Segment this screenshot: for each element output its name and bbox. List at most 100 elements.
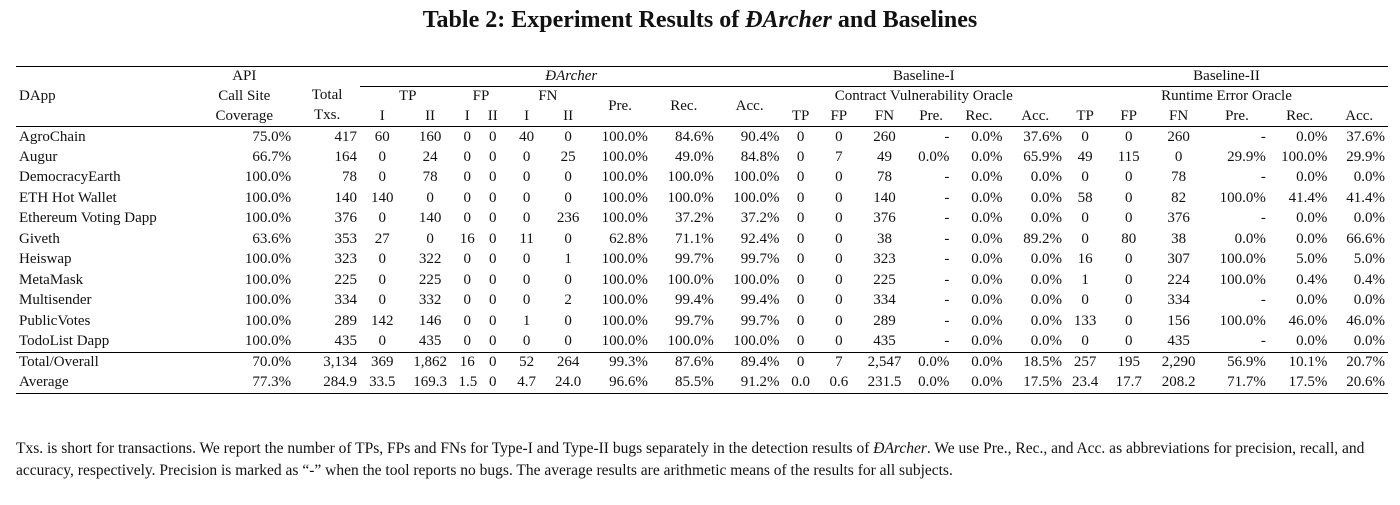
cell-api-coverage: 100.0% <box>244 292 292 309</box>
cell-dapp: ETH Hot Wallet <box>19 189 117 206</box>
header-b2-fp: FP <box>1120 107 1138 124</box>
header-dapp: DApp <box>16 66 195 127</box>
cell-darcher-fn-2: 0 <box>546 126 590 147</box>
cell-darcher-fp-1: 0 <box>463 333 471 349</box>
cell-b1-pre: 0.0% <box>909 372 953 394</box>
cell-b2-fp: 0 <box>1124 292 1133 309</box>
cell-b1-pre: - <box>944 292 950 309</box>
cell-b2-fn: 260 <box>1152 126 1206 147</box>
cell-darcher-pre: 100.0% <box>601 333 648 349</box>
cell-b2-acc: 20.7% <box>1330 351 1388 373</box>
header-tp-type2: II <box>425 107 436 124</box>
cell-api-coverage: 100.0% <box>244 271 292 288</box>
header-b2-acc: Acc. <box>1345 107 1374 124</box>
cell-total-txs: 225 <box>334 271 358 288</box>
cell-darcher-pre: 100.0% <box>601 312 648 329</box>
header-b1-rec: Rec. <box>965 107 993 124</box>
cell-b1-fn: 334 <box>873 292 896 309</box>
cell-b1-acc: 0.0% <box>1030 251 1062 268</box>
cell-b1-fp: 0 <box>835 333 843 349</box>
cell-darcher-fp-2: 0 <box>488 271 497 288</box>
table-header: DApp API ĐArcher Baseline-I Baseline-II … <box>16 66 1388 127</box>
cell-darcher-acc: 92.4% <box>740 230 780 247</box>
cell-total-txs: 376 <box>334 210 358 227</box>
cell-darcher-fp-2: 0 <box>478 126 507 147</box>
header-b1-tp: TP <box>791 107 810 124</box>
cell-darcher-rec: 100.0% <box>667 333 714 349</box>
cell-darcher-fn-2: 236 <box>556 210 580 227</box>
table-row: Ethereum Voting Dapp 100.0% 376 0 140 0 0 0 236 1… <box>16 209 1388 230</box>
cell-dapp: Heiswap <box>19 251 72 268</box>
cell-darcher-fn-1: 0 <box>522 189 531 206</box>
cell-b1-tp: 0 <box>796 251 805 268</box>
cell-b2-pre: 100.0% <box>1219 312 1266 329</box>
table-row: PublicVotes 100.0% 289 142 146 0 0 1 0 100.0% 99.7… <box>16 311 1388 332</box>
table-caption: Table 2: Experiment Results of ĐArcher a… <box>0 4 1400 36</box>
cell-b1-rec: 0.0% <box>952 351 1006 373</box>
header-fn-type1: I <box>524 107 530 124</box>
table-row: Giveth 63.6% 353 27 0 16 0 11 0 62.8% 71.1% 92.4% 0 0… <box>16 229 1388 250</box>
cell-b1-tp: 0 <box>782 351 819 373</box>
cell-darcher-fp-1: 16 <box>455 351 479 373</box>
cell-total-txs: 78 <box>342 169 357 186</box>
cell-b2-acc: 0.0% <box>1353 169 1385 186</box>
header-darcher-rec: Rec. <box>650 86 717 127</box>
cell-b1-tp: 0 <box>796 148 805 165</box>
cell-total-txs: 140 <box>334 189 358 206</box>
cell-b2-fp: 0 <box>1124 333 1133 349</box>
cell-b2-pre: 29.9% <box>1227 148 1266 165</box>
header-darcher-acc: Acc. <box>716 86 783 127</box>
cell-b2-fn: 78 <box>1171 169 1187 186</box>
cell-b1-pre: - <box>944 210 950 227</box>
cell-api-coverage: 100.0% <box>244 189 292 206</box>
cell-b2-tp: 0 <box>1081 169 1089 186</box>
cell-darcher-fp-2: 0 <box>488 169 497 186</box>
header-group-baseline2: Baseline-II <box>1193 68 1260 84</box>
cell-darcher-tp-2: 225 <box>418 271 442 288</box>
cell-total-txs: 417 <box>294 126 360 147</box>
cell-darcher-rec: 100.0% <box>667 169 714 186</box>
cell-darcher-rec: 99.7% <box>674 251 714 268</box>
cell-darcher-fn-1: 40 <box>506 126 547 147</box>
cell-darcher-tp-1: 142 <box>371 312 394 329</box>
cell-darcher-tp-1: 0 <box>378 271 387 288</box>
cell-darcher-rec: 85.5% <box>650 372 717 394</box>
cell-api-coverage: 77.3% <box>194 372 295 394</box>
cell-darcher-pre: 99.3% <box>589 351 651 373</box>
cell-darcher-tp-2: 435 <box>418 333 442 349</box>
cell-b1-fp: 7 <box>835 148 843 165</box>
header-darcher-fp: FP <box>455 86 507 107</box>
cell-b2-tp: 0 <box>1081 333 1089 349</box>
cell-b1-rec: 0.0% <box>952 126 1006 147</box>
cell-b2-rec: 5.0% <box>1296 251 1328 268</box>
cell-darcher-fp-1: 0 <box>463 292 471 309</box>
cell-darcher-tp-2: 322 <box>418 251 442 268</box>
cell-darcher-tp-2: 78 <box>422 169 438 186</box>
cell-total-txs: 435 <box>334 333 358 349</box>
cell-total-txs: 323 <box>334 251 358 268</box>
header-b2-fn: FN <box>1168 107 1189 124</box>
cell-b2-acc: 0.0% <box>1353 210 1385 227</box>
notes-part1: Txs. is short for transactions. We repor… <box>16 440 874 457</box>
table-row: TodoList Dapp 100.0% 435 0 435 0 0 0 0 100.0% 100.… <box>16 332 1388 353</box>
cell-b2-acc: 5.0% <box>1353 251 1385 268</box>
notes-part2: . We use Pre., Rec., and Acc. as abbrevi… <box>16 440 1365 479</box>
cell-darcher-acc: 99.7% <box>740 312 780 329</box>
cell-b2-fn: 2,290 <box>1152 351 1206 373</box>
cell-darcher-fp-2: 0 <box>488 333 497 349</box>
cell-total-txs: 3,134 <box>294 351 360 373</box>
cell-b1-pre: - <box>944 333 950 349</box>
cell-b2-rec: 0.0% <box>1296 292 1328 309</box>
cell-b2-rec: 10.1% <box>1268 351 1331 373</box>
cell-b1-fp: 0 <box>835 271 843 288</box>
cell-darcher-fp-1: 0 <box>463 169 471 186</box>
cell-b1-rec: 0.0% <box>971 210 1003 227</box>
cell-b1-rec: 0.0% <box>971 312 1003 329</box>
cell-b2-fp: 115 <box>1117 148 1140 165</box>
cell-b2-rec: 0.4% <box>1296 271 1328 288</box>
cell-darcher-acc: 99.7% <box>740 251 780 268</box>
cell-b1-fn: 140 <box>873 189 896 206</box>
cell-api-coverage: 75.0% <box>194 126 295 147</box>
header-api-line2: Call Site <box>218 88 271 104</box>
table-row: DemocracyEarth 100.0% 78 0 78 0 0 0 0 100.0% 100.0… <box>16 168 1388 189</box>
